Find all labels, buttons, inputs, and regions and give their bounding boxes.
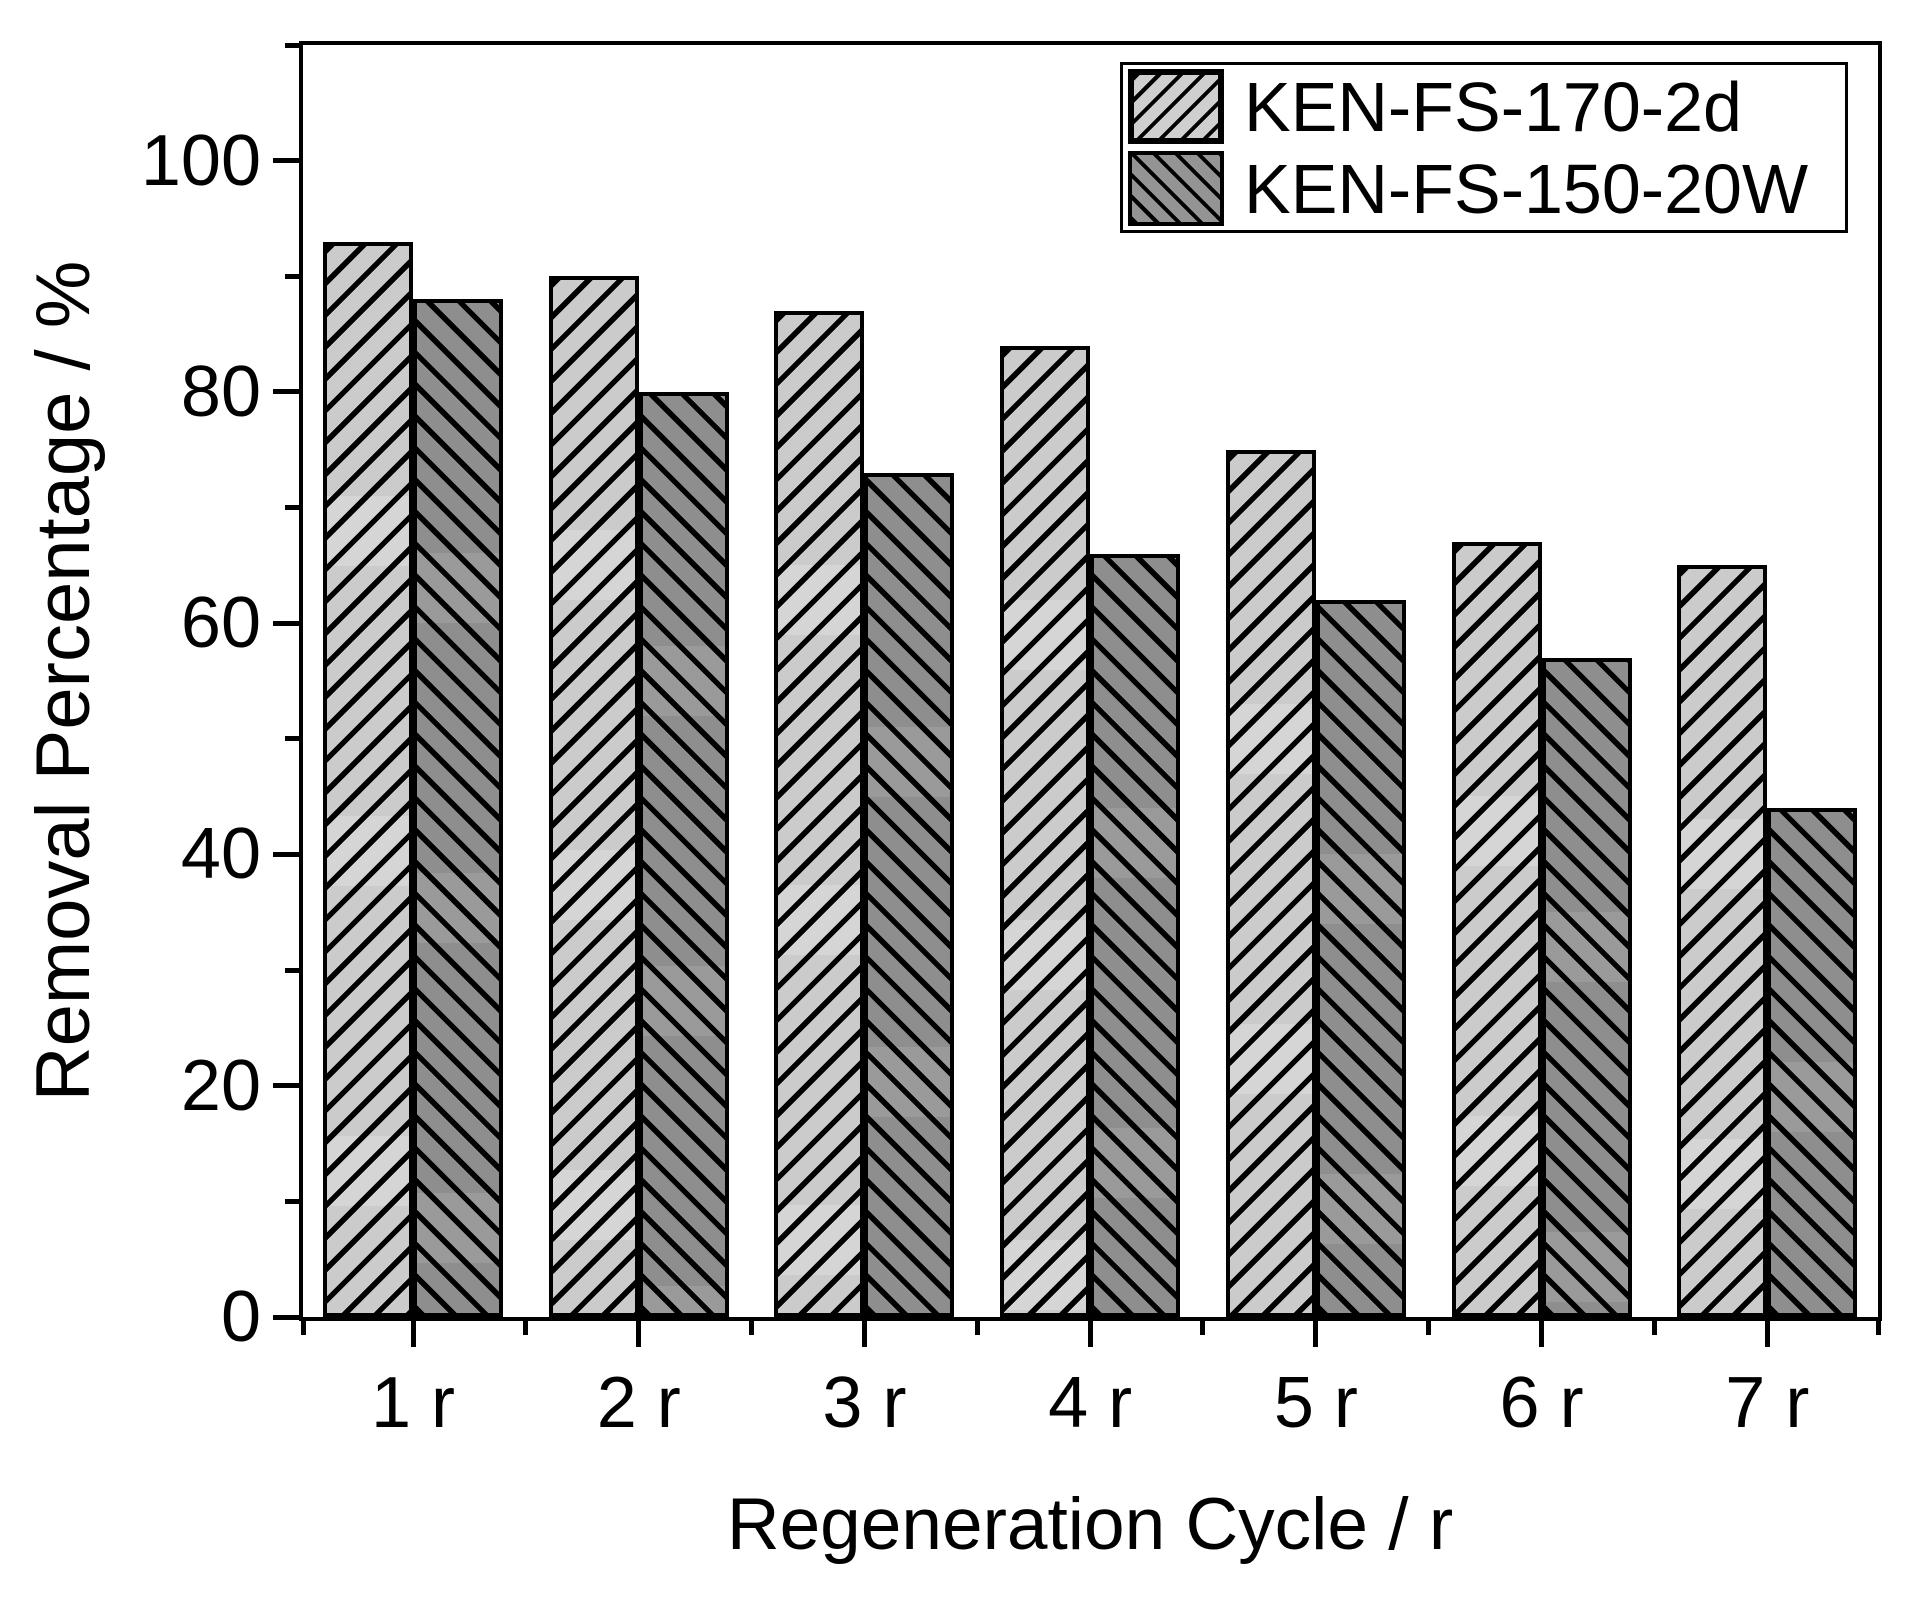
y-major-tick xyxy=(273,389,299,395)
bar-KEN-FS-170-2d-7r xyxy=(1677,565,1768,1317)
x-minor-tick xyxy=(974,1321,980,1335)
x-minor-tick xyxy=(1875,1321,1881,1335)
y-minor-tick xyxy=(285,1198,299,1204)
bar-KEN-FS-170-2d-3r xyxy=(774,311,865,1317)
y-tick-label: 80 xyxy=(180,351,261,432)
x-minor-tick xyxy=(523,1321,529,1335)
x-tick-label: 6 r xyxy=(1499,1363,1584,1443)
bar-KEN-FS-150-20W-1r xyxy=(413,299,503,1317)
y-major-tick xyxy=(273,620,299,626)
x-minor-tick xyxy=(1426,1321,1432,1335)
x-tick-label: 4 r xyxy=(1048,1363,1133,1443)
y-major-tick xyxy=(273,1083,299,1089)
x-major-tick xyxy=(1087,1321,1093,1347)
y-tick-label: 0 xyxy=(220,1277,261,1357)
legend-label: KEN-FS-170-2d xyxy=(1244,67,1742,146)
bar-KEN-FS-150-20W-2r xyxy=(638,392,729,1317)
x-major-tick xyxy=(636,1321,642,1347)
y-minor-tick xyxy=(285,273,299,279)
x-tick-label: 2 r xyxy=(596,1363,681,1443)
x-tick-label: 3 r xyxy=(822,1363,907,1443)
y-tick-label: 40 xyxy=(180,814,261,895)
legend-item: KEN-FS-150-20W xyxy=(1128,151,1845,226)
y-minor-tick xyxy=(285,967,299,973)
legend: KEN-FS-170-2d KEN-FS-150-20W xyxy=(1120,62,1848,233)
y-tick-label: 100 xyxy=(140,120,261,201)
y-tick-label: 20 xyxy=(180,1045,261,1126)
x-major-tick xyxy=(1313,1321,1319,1347)
legend-swatch-forward-hatch-icon xyxy=(1128,69,1224,144)
x-minor-tick xyxy=(749,1321,755,1335)
y-minor-tick xyxy=(285,42,299,48)
bar-KEN-FS-170-2d-5r xyxy=(1225,450,1316,1317)
bar-KEN-FS-170-2d-4r xyxy=(1000,346,1091,1317)
y-axis-title: Removal Percentage / % xyxy=(21,260,106,1102)
bar-KEN-FS-150-20W-6r xyxy=(1541,658,1632,1317)
bar-KEN-FS-150-20W-7r xyxy=(1767,808,1858,1317)
y-major-tick xyxy=(273,158,299,164)
x-minor-tick xyxy=(1200,1321,1206,1335)
bar-KEN-FS-170-2d-1r xyxy=(323,242,413,1317)
legend-swatch-backward-hatch-icon xyxy=(1128,151,1224,226)
y-major-tick xyxy=(273,851,299,857)
bar-KEN-FS-150-20W-5r xyxy=(1315,600,1406,1317)
y-tick-label: 60 xyxy=(180,583,261,664)
x-axis-title: Regeneration Cycle / r xyxy=(726,1484,1454,1565)
bar-KEN-FS-170-2d-6r xyxy=(1451,542,1542,1317)
y-minor-tick xyxy=(285,505,299,511)
x-major-tick xyxy=(861,1321,867,1347)
x-major-tick xyxy=(1539,1321,1545,1347)
x-minor-tick xyxy=(300,1321,306,1335)
x-minor-tick xyxy=(1651,1321,1657,1335)
bar-KEN-FS-150-20W-4r xyxy=(1090,554,1181,1317)
legend-label: KEN-FS-150-20W xyxy=(1244,149,1809,228)
legend-item: KEN-FS-170-2d xyxy=(1128,69,1845,144)
x-tick-label: 7 r xyxy=(1725,1363,1810,1443)
x-major-tick xyxy=(1764,1321,1770,1347)
y-major-tick xyxy=(273,1314,299,1320)
x-major-tick xyxy=(410,1321,416,1347)
bar-KEN-FS-170-2d-2r xyxy=(548,276,639,1317)
bar-KEN-FS-150-20W-3r xyxy=(864,473,955,1317)
y-minor-tick xyxy=(285,736,299,742)
x-tick-label: 1 r xyxy=(370,1363,456,1443)
plot-area: KEN-FS-170-2d KEN-FS-150-20W 0 20 40 60 80 10… xyxy=(141,41,1882,1439)
x-tick-label: 5 r xyxy=(1273,1363,1358,1443)
